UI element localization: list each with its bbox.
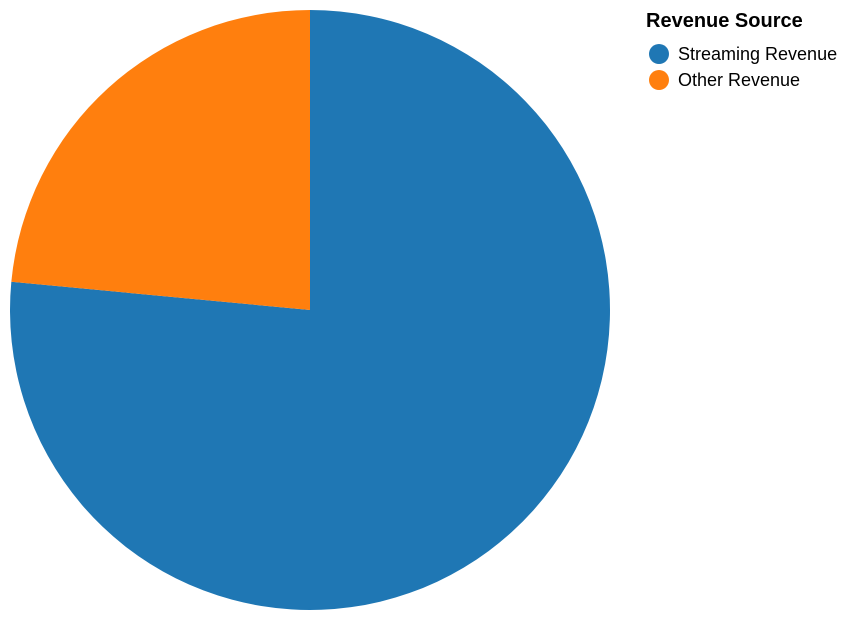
legend-swatch-other-revenue: [649, 70, 669, 90]
legend-item-streaming-revenue: Streaming Revenue: [646, 41, 862, 67]
pie-slice-streaming-revenue: [9, 10, 610, 610]
pie-slice-other-revenue: [11, 10, 310, 310]
legend-label-other-revenue: Other Revenue: [678, 69, 801, 90]
legend-title: Revenue Source: [646, 10, 803, 32]
legend-label-streaming-revenue: Streaming Revenue: [678, 43, 838, 64]
legend-item-other-revenue: Other Revenue: [646, 67, 862, 93]
legend-swatch-streaming-revenue: [649, 44, 669, 64]
legend: Revenue Source Streaming Revenue Other R…: [646, 9, 862, 93]
